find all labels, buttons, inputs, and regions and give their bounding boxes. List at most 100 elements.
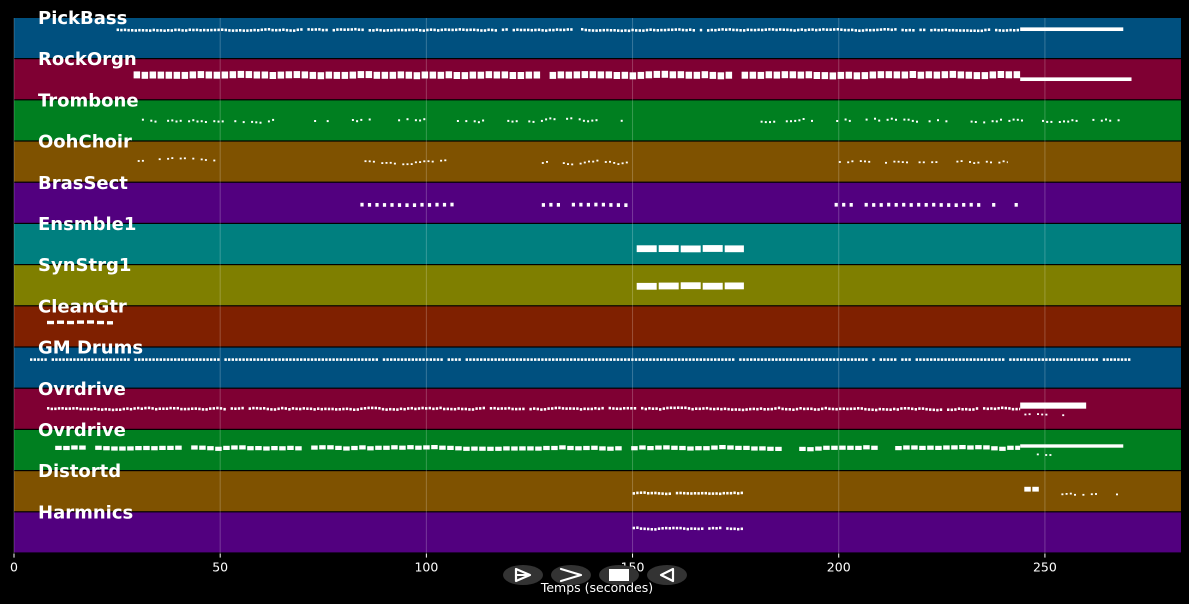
note — [671, 445, 678, 450]
note — [159, 445, 166, 450]
note — [1006, 161, 1008, 164]
note — [402, 163, 405, 166]
note — [909, 71, 917, 78]
note — [562, 162, 565, 164]
note — [354, 358, 357, 361]
note — [183, 407, 187, 411]
note — [1046, 120, 1049, 123]
note — [158, 158, 161, 161]
note — [317, 72, 325, 80]
note — [864, 160, 866, 163]
note — [346, 358, 350, 361]
note — [929, 408, 932, 411]
note — [750, 28, 753, 32]
note — [581, 71, 589, 79]
note — [544, 358, 548, 361]
tracks-layer — [14, 18, 1181, 553]
note — [861, 358, 864, 361]
note — [335, 445, 342, 450]
note — [984, 358, 987, 361]
note — [874, 117, 876, 120]
note — [872, 358, 875, 361]
note — [431, 160, 434, 163]
note — [1082, 493, 1085, 496]
note — [965, 407, 968, 411]
note — [249, 358, 252, 361]
note — [679, 526, 682, 530]
note — [901, 358, 904, 361]
note — [872, 28, 875, 32]
note — [91, 358, 94, 361]
note — [196, 120, 199, 123]
note — [911, 407, 914, 411]
note — [435, 202, 439, 207]
note — [76, 358, 80, 361]
note — [683, 491, 686, 495]
note — [1005, 29, 1009, 32]
note — [723, 407, 727, 411]
note — [257, 29, 260, 32]
note — [1009, 28, 1012, 32]
note — [746, 28, 749, 32]
note — [693, 71, 701, 79]
note — [401, 28, 404, 32]
note — [759, 446, 766, 451]
note — [179, 157, 182, 160]
note — [263, 446, 270, 451]
note — [1024, 413, 1027, 416]
note — [675, 526, 679, 530]
note — [811, 119, 813, 122]
rewind-button[interactable] — [647, 565, 687, 585]
note — [584, 28, 587, 32]
note — [868, 160, 871, 163]
note — [693, 527, 697, 530]
note — [840, 358, 843, 361]
note — [933, 71, 941, 79]
note — [781, 71, 789, 79]
note — [181, 29, 184, 32]
note — [863, 445, 870, 450]
note — [339, 28, 343, 31]
note — [757, 358, 760, 361]
note — [87, 358, 90, 361]
note — [1069, 492, 1072, 495]
note — [141, 71, 149, 79]
track-band — [14, 471, 1181, 512]
note — [141, 118, 144, 121]
play-button[interactable] — [551, 565, 591, 585]
note — [903, 118, 906, 121]
note — [551, 445, 558, 451]
note — [567, 445, 574, 451]
note — [935, 161, 938, 163]
track-label: OohChoir — [38, 132, 132, 153]
note — [204, 121, 207, 123]
note — [627, 358, 630, 361]
note — [55, 445, 62, 450]
note — [1081, 358, 1084, 361]
note — [587, 407, 590, 411]
note — [57, 320, 64, 324]
note — [1001, 406, 1004, 410]
note — [977, 161, 980, 164]
note — [923, 28, 926, 32]
note — [332, 358, 335, 361]
note — [805, 71, 813, 79]
stop-button[interactable] — [599, 565, 639, 585]
note — [743, 29, 746, 32]
note — [690, 527, 693, 530]
note — [599, 29, 602, 32]
note — [507, 119, 510, 122]
note — [557, 71, 565, 79]
note — [975, 407, 979, 410]
note — [361, 28, 364, 32]
step-forward-button[interactable] — [503, 565, 543, 585]
note — [674, 358, 677, 361]
note — [167, 445, 174, 450]
note — [199, 358, 202, 361]
note — [271, 358, 274, 361]
note — [309, 71, 317, 79]
note — [1016, 358, 1019, 361]
note — [494, 358, 497, 361]
note — [995, 120, 998, 123]
note — [295, 446, 302, 451]
